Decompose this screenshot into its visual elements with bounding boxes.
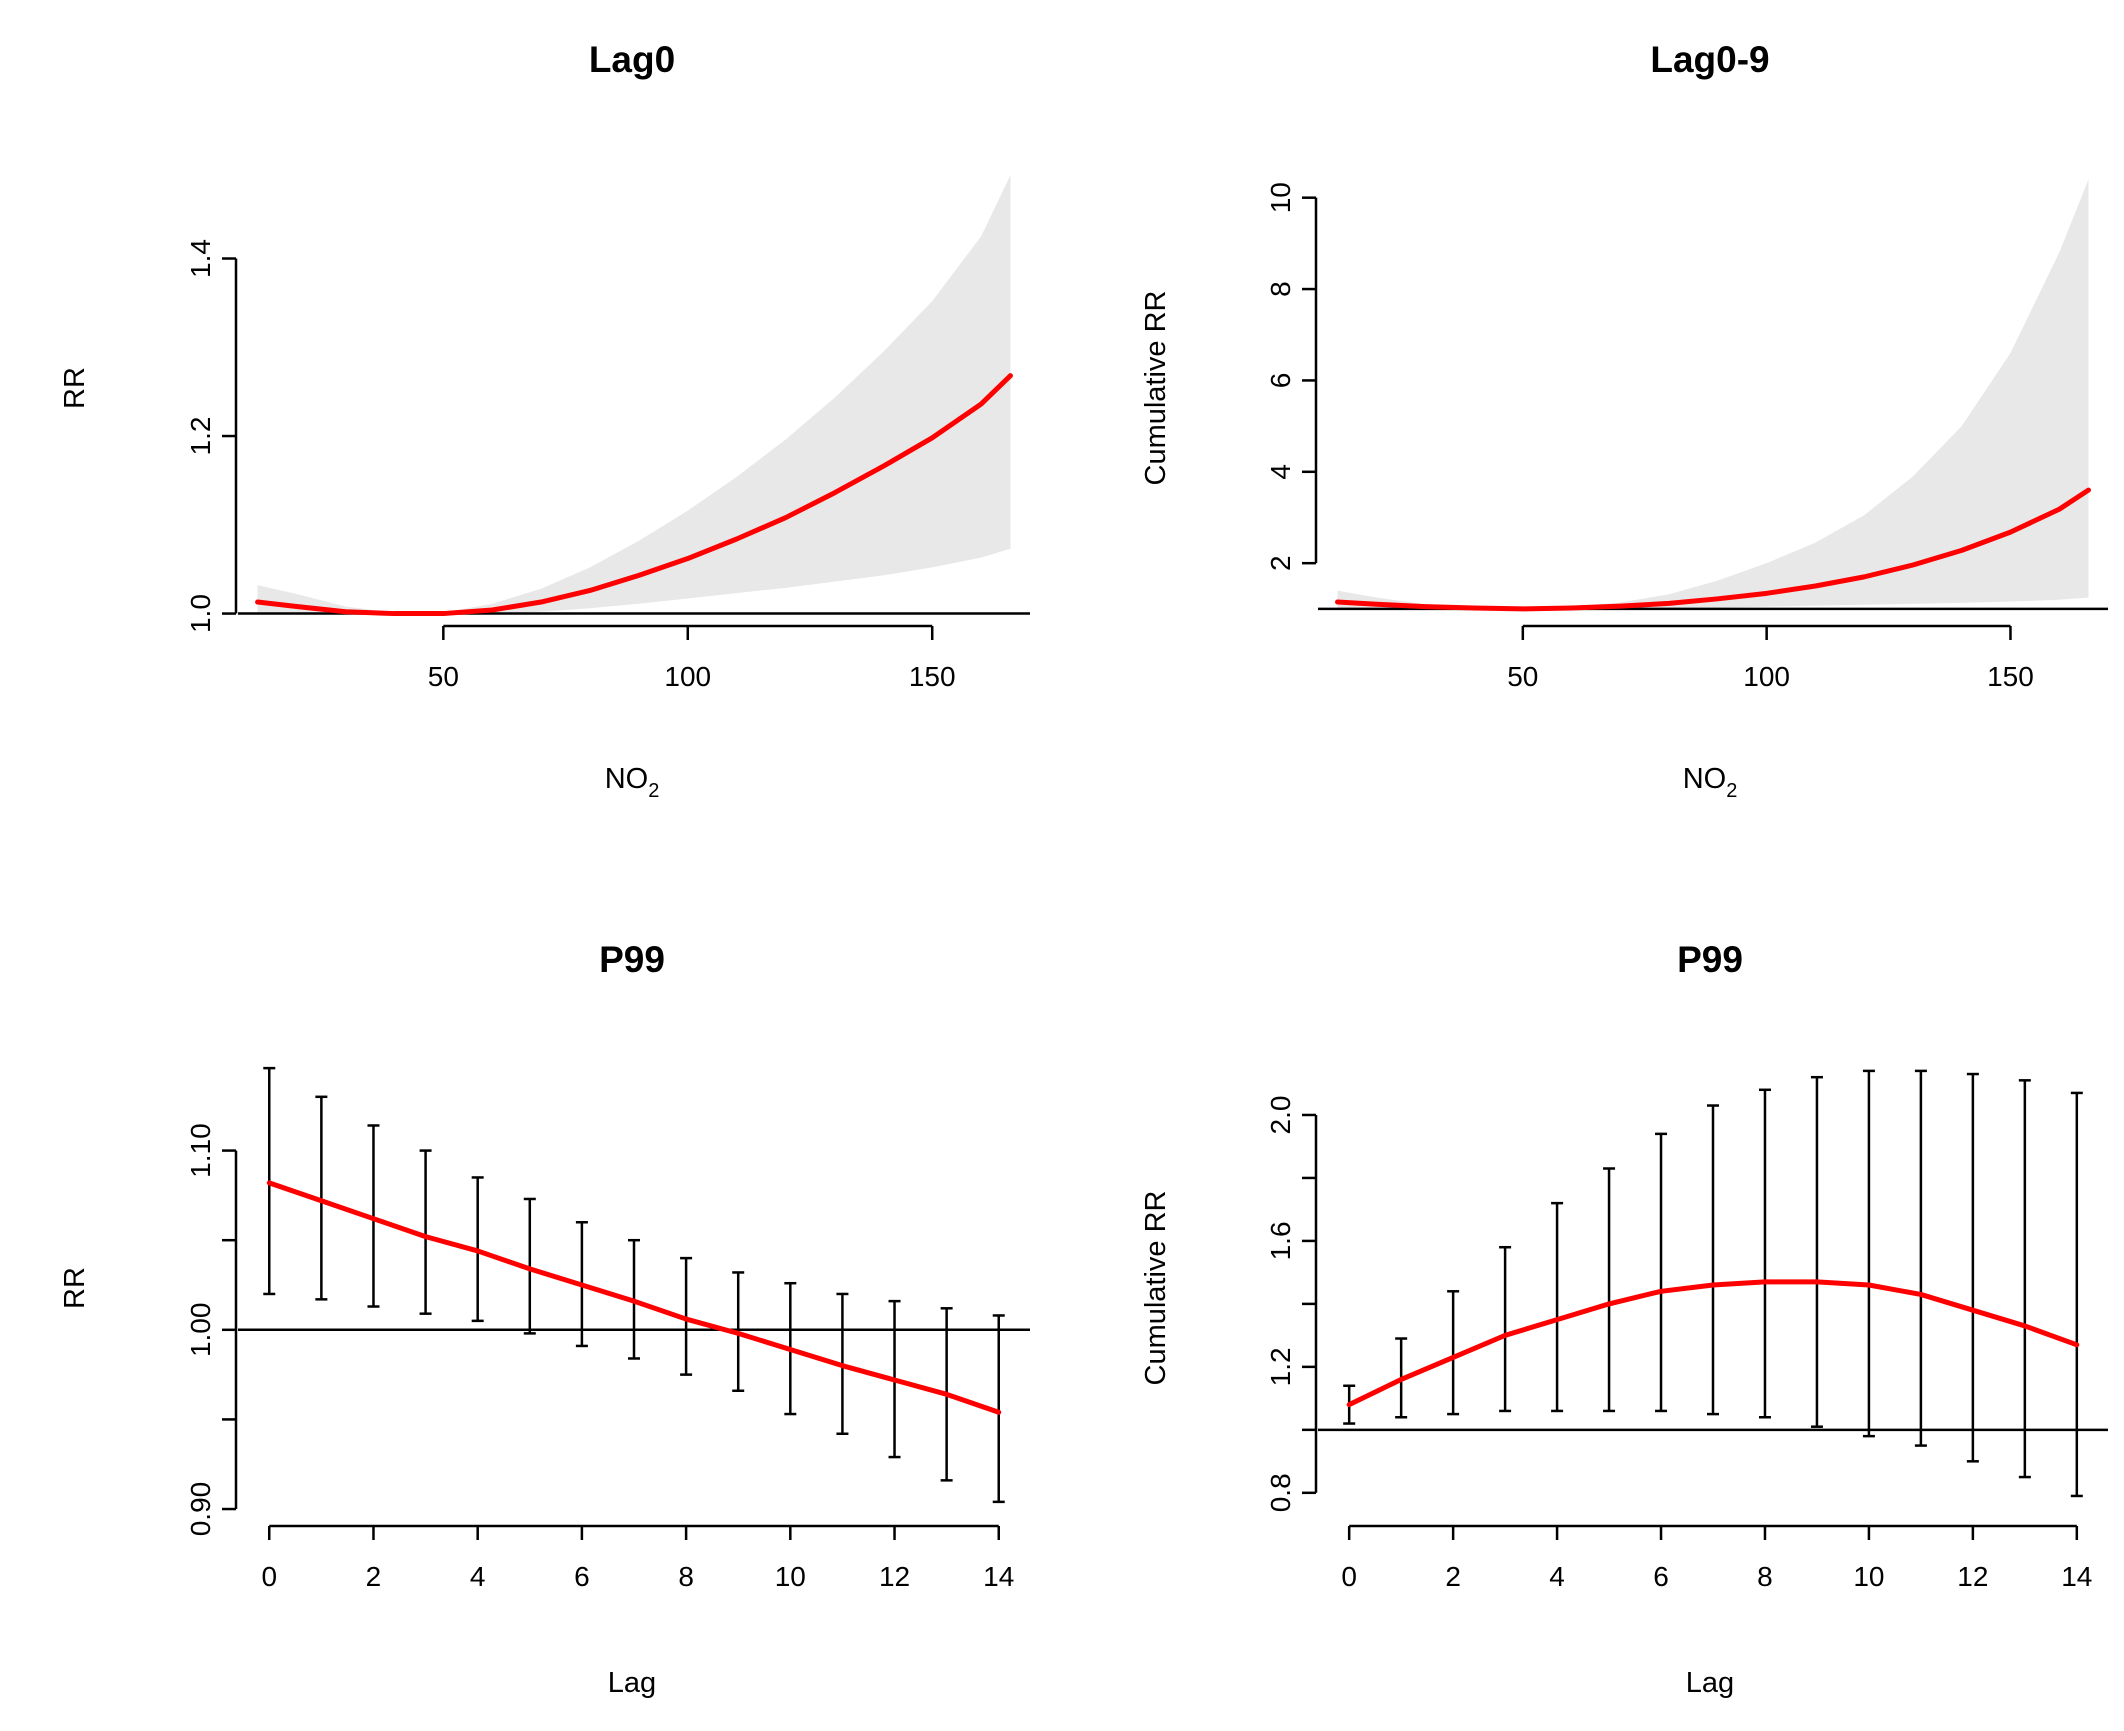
x-tick-label: 150 <box>909 661 956 692</box>
y-tick-label: 1.2 <box>1265 1347 1296 1386</box>
panel-title: Lag0 <box>589 39 675 80</box>
x-tick-label: 8 <box>1757 1561 1773 1592</box>
panel-title: P99 <box>1677 939 1743 980</box>
y-tick-label: 2 <box>1265 555 1296 571</box>
y-tick-label: 4 <box>1265 464 1296 480</box>
y-axis-label: Cumulative RR <box>1140 1191 1172 1386</box>
x-tick-label: 2 <box>366 1561 382 1592</box>
x-tick-label: 150 <box>1987 661 2034 692</box>
y-tick-label: 1.00 <box>185 1303 216 1358</box>
x-tick-label: 10 <box>775 1561 806 1592</box>
x-tick-label: 12 <box>879 1561 910 1592</box>
panel-title: Lag0-9 <box>1650 39 1769 80</box>
panel-lag0-9: Lag0-9 Cumulative RR NO2 50 100 150 2 4 6 8 10 <box>1140 39 2108 802</box>
y-tick-label: 1.2 <box>185 417 216 456</box>
x-axis-label: Lag <box>1686 1667 1734 1699</box>
y-tick-label: 1.6 <box>1265 1221 1296 1260</box>
x-tick-label: 10 <box>1853 1561 1884 1592</box>
y-tick-label: 8 <box>1265 281 1296 297</box>
series-line <box>1346 1279 2080 1408</box>
x-tick-label: 100 <box>1743 661 1790 692</box>
y-tick-label: 2.0 <box>1265 1096 1296 1135</box>
y-axis-label: Cumulative RR <box>1140 291 1172 486</box>
x-axis-label: NO2 <box>1683 763 1738 802</box>
x-tick-label: 6 <box>574 1561 590 1592</box>
panel-p99-rr: P99 RR Lag 0 2 4 6 8 10 12 14 0.90 1.00 1.10 <box>59 939 1030 1699</box>
panel-title: P99 <box>599 939 665 980</box>
series-line <box>1335 487 2091 612</box>
x-tick-label: 0 <box>1341 1561 1357 1592</box>
x-tick-label: 6 <box>1653 1561 1669 1592</box>
x-tick-label: 4 <box>470 1561 486 1592</box>
y-tick-label: 6 <box>1265 373 1296 389</box>
y-tick-label: 0.90 <box>185 1482 216 1537</box>
panel-p99-cumulative: P99 Cumulative RR Lag 0 2 4 6 8 10 12 14 0.8 1.2 1… <box>1140 939 2108 1699</box>
x-tick-label: 100 <box>664 661 711 692</box>
x-tick-label: 12 <box>1957 1561 1988 1592</box>
y-axis-label: RR <box>59 1267 91 1309</box>
confidence-band <box>257 175 1011 614</box>
x-tick-label: 50 <box>428 661 459 692</box>
y-tick-label: 1.10 <box>185 1123 216 1178</box>
x-axis-label: Lag <box>608 1667 656 1699</box>
x-tick-label: 14 <box>983 1561 1014 1592</box>
y-tick-label: 1.4 <box>185 239 216 278</box>
y-tick-label: 1.0 <box>185 594 216 633</box>
y-axis-label: RR <box>59 367 91 409</box>
x-axis-label: NO2 <box>605 763 660 802</box>
x-tick-label: 0 <box>261 1561 277 1592</box>
x-tick-label: 50 <box>1507 661 1538 692</box>
x-tick-label: 8 <box>678 1561 694 1592</box>
series-line <box>255 373 1013 617</box>
panel-lag0: Lag0 RR NO2 50 100 150 1.0 1.2 1.4 <box>59 39 1030 802</box>
y-tick-label: 0.8 <box>1265 1473 1296 1512</box>
x-tick-label: 4 <box>1549 1561 1565 1592</box>
x-tick-label: 14 <box>2061 1561 2092 1592</box>
y-tick-label: 10 <box>1265 182 1296 213</box>
series-line <box>266 1180 1002 1415</box>
x-tick-label: 2 <box>1445 1561 1461 1592</box>
confidence-band <box>1337 179 2089 609</box>
